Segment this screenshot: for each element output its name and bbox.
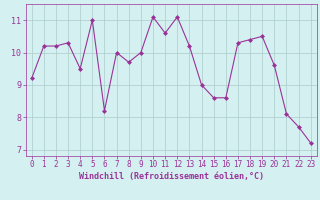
X-axis label: Windchill (Refroidissement éolien,°C): Windchill (Refroidissement éolien,°C) (79, 172, 264, 181)
